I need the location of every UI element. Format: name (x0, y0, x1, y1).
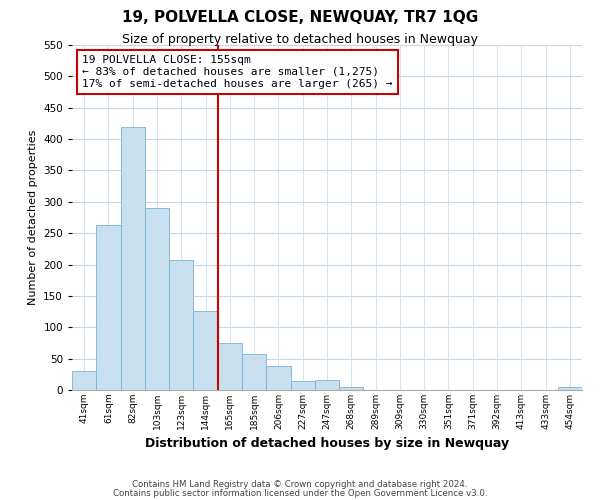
Bar (339, 387, 364, 390)
Bar (266, 366, 290, 390)
Text: Contains public sector information licensed under the Open Government Licence v3: Contains public sector information licen… (113, 488, 487, 498)
Text: Contains HM Land Registry data © Crown copyright and database right 2024.: Contains HM Land Registry data © Crown c… (132, 480, 468, 489)
Bar (96, 225, 121, 390)
Bar (218, 343, 242, 390)
Text: 19 POLVELLA CLOSE: 155sqm
← 83% of detached houses are smaller (1,275)
17% of se: 19 POLVELLA CLOSE: 155sqm ← 83% of detac… (82, 56, 392, 88)
Bar (145, 208, 169, 390)
Bar (193, 311, 218, 390)
X-axis label: Distribution of detached houses by size in Newquay: Distribution of detached houses by size … (145, 438, 509, 450)
Bar (315, 380, 339, 390)
Bar (72, 371, 96, 390)
Bar (169, 260, 193, 390)
Bar (242, 354, 266, 390)
Bar (290, 380, 315, 390)
Text: 19, POLVELLA CLOSE, NEWQUAY, TR7 1QG: 19, POLVELLA CLOSE, NEWQUAY, TR7 1QG (122, 10, 478, 25)
Bar (558, 387, 582, 390)
Text: Size of property relative to detached houses in Newquay: Size of property relative to detached ho… (122, 32, 478, 46)
Bar (121, 126, 145, 390)
Y-axis label: Number of detached properties: Number of detached properties (28, 130, 38, 305)
